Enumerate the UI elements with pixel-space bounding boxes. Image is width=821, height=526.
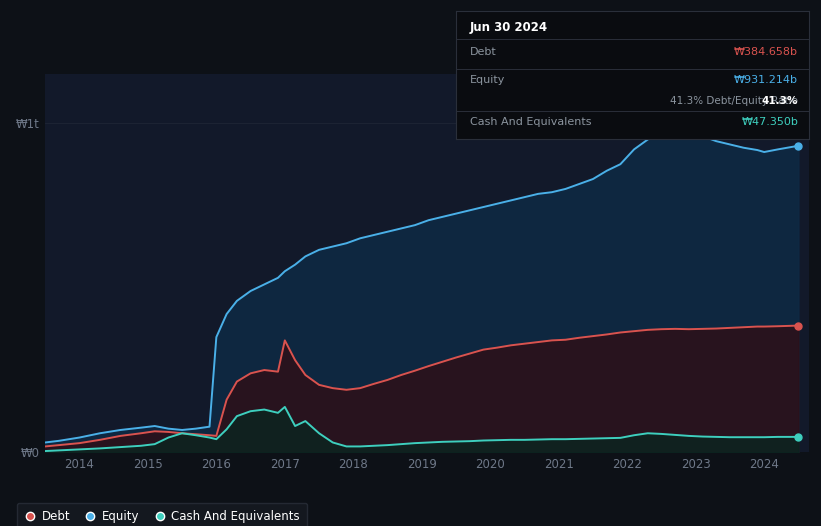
Text: ₩931.214b: ₩931.214b (734, 75, 798, 85)
Text: 41.3% Debt/Equity Ratio: 41.3% Debt/Equity Ratio (670, 96, 798, 106)
Legend: Debt, Equity, Cash And Equivalents: Debt, Equity, Cash And Equivalents (16, 503, 307, 526)
Text: 41.3%: 41.3% (762, 96, 798, 106)
Text: ₩47.350b: ₩47.350b (741, 117, 798, 127)
Text: Debt: Debt (470, 47, 497, 57)
Text: Cash And Equivalents: Cash And Equivalents (470, 117, 591, 127)
Text: Jun 30 2024: Jun 30 2024 (470, 21, 548, 34)
Text: Equity: Equity (470, 75, 505, 85)
Text: ₩384.658b: ₩384.658b (734, 47, 798, 57)
